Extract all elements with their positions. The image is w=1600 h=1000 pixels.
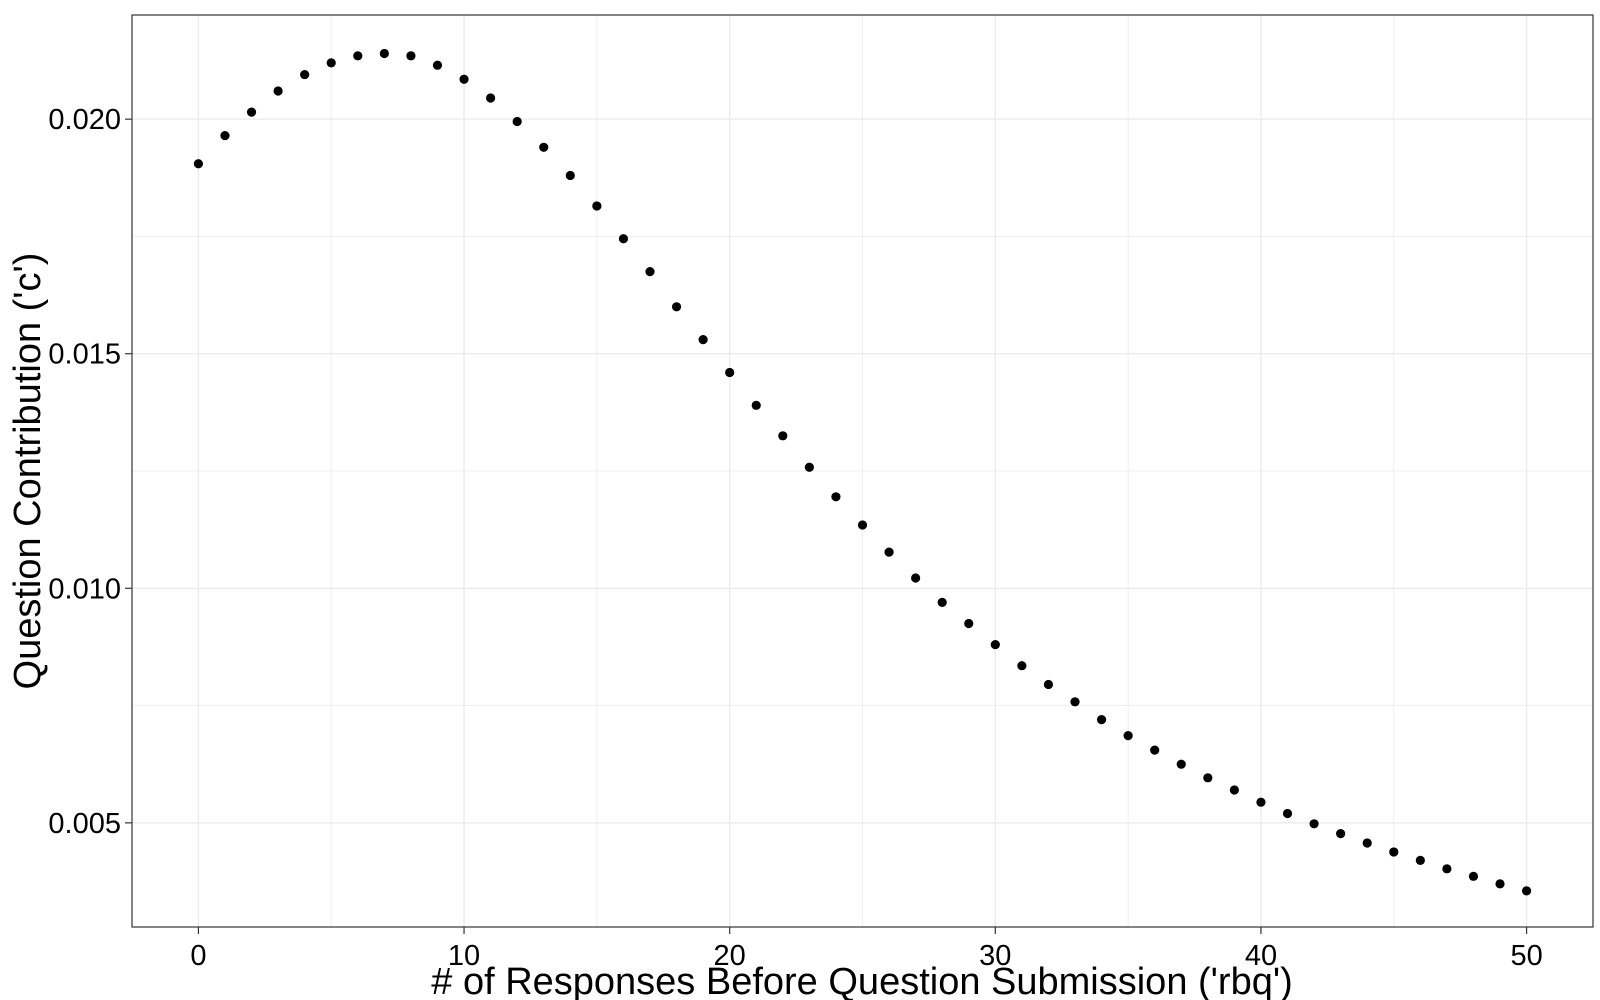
- data-point: [698, 335, 708, 345]
- y-tick-label: 0.020: [48, 104, 121, 136]
- data-point: [911, 573, 921, 583]
- data-point: [539, 142, 549, 152]
- data-point: [857, 520, 868, 530]
- data-point: [592, 201, 602, 211]
- data-point: [220, 130, 230, 141]
- data-point: [1123, 730, 1133, 741]
- data-point: [1282, 808, 1293, 819]
- panel-border: [131, 14, 1594, 928]
- data-point: [1203, 773, 1213, 783]
- data-point: [990, 639, 1000, 650]
- data-point: [273, 86, 283, 96]
- grid-minor-lines: [132, 15, 1593, 927]
- data-point: [645, 267, 655, 277]
- x-axis-ticks: 0 10 20 30 40 50: [190, 927, 1543, 972]
- y-axis-ticks: 0.005 0.010 0.015 0.020: [48, 104, 132, 840]
- data-point: [1389, 847, 1399, 857]
- data-point: [379, 48, 389, 59]
- y-axis-title: Question Contribution ('c'): [7, 253, 49, 690]
- data-point: [459, 74, 469, 84]
- x-tick-label: 40: [1245, 940, 1277, 972]
- data-point: [1362, 838, 1372, 848]
- data-point: [1043, 679, 1054, 690]
- data-point: [831, 492, 841, 502]
- data-point: [937, 597, 947, 607]
- x-tick-label: 0: [190, 940, 206, 972]
- x-axis-title: # of Responses Before Question Submissio…: [431, 961, 1293, 1000]
- data-point: [725, 367, 735, 378]
- data-point: [964, 618, 974, 629]
- data-point: [1468, 871, 1479, 881]
- data-point: [751, 400, 761, 410]
- data-point: [1070, 697, 1080, 707]
- data-point: [406, 51, 416, 61]
- data-point: [512, 116, 522, 127]
- y-tick-label: 0.010: [48, 573, 121, 605]
- data-point: [246, 107, 257, 117]
- x-tick-label: 10: [448, 940, 480, 972]
- data-points: [193, 48, 1532, 896]
- data-point: [1521, 886, 1532, 896]
- data-point: [1150, 745, 1160, 755]
- data-point: [300, 69, 310, 80]
- data-point: [193, 159, 204, 169]
- y-tick-label: 0.005: [48, 808, 121, 840]
- data-point: [804, 462, 814, 472]
- data-point: [1017, 661, 1027, 671]
- data-point: [1096, 715, 1107, 725]
- data-point: [486, 93, 496, 103]
- data-point: [1309, 819, 1319, 829]
- x-tick-label: 30: [979, 940, 1011, 972]
- data-point: [326, 58, 336, 68]
- data-point: [671, 302, 682, 312]
- data-point: [1229, 785, 1239, 795]
- data-point: [618, 234, 629, 244]
- data-point: [565, 170, 575, 181]
- data-point: [1256, 797, 1266, 807]
- data-point: [1176, 759, 1186, 769]
- data-point: [1442, 864, 1452, 874]
- data-point: [432, 60, 443, 70]
- data-point: [1495, 879, 1505, 889]
- x-tick-label: 50: [1510, 940, 1542, 972]
- data-point: [884, 547, 894, 557]
- data-point: [353, 51, 363, 61]
- y-tick-label: 0.015: [48, 339, 121, 371]
- data-point: [778, 431, 788, 441]
- x-tick-label: 20: [714, 940, 746, 972]
- data-point: [1336, 829, 1346, 839]
- data-point: [1415, 855, 1425, 865]
